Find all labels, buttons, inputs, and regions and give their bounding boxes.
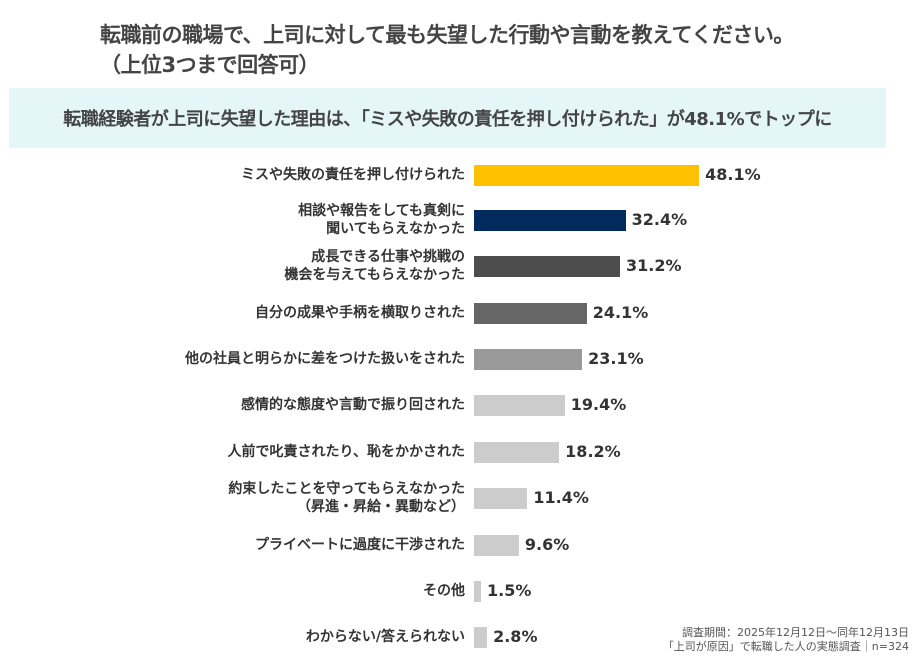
- bar: [474, 488, 528, 509]
- value-label: 19.4%: [570, 395, 627, 414]
- category-label: 相談や報告をしても真剣に 聞いてもらえなかった: [298, 203, 465, 237]
- headline-banner: 転職経験者が上司に失望した理由は、「ミスや失敗の責任を押し付けられた」が48.1…: [9, 88, 886, 148]
- value-label: 1.5%: [487, 581, 532, 600]
- bar: [474, 349, 583, 370]
- category-label: 他の社員と明らかに差をつけた扱いをされた: [185, 351, 465, 367]
- value-label: 31.2%: [626, 256, 682, 275]
- value-label: 32.4%: [631, 210, 688, 229]
- category-label: ミスや失敗の責任を押し付けられた: [241, 167, 465, 183]
- value-label: 18.2%: [565, 442, 621, 461]
- headline-text: 転職経験者が上司に失望した理由は、「ミスや失敗の責任を押し付けられた」が48.1…: [63, 109, 832, 130]
- bar: [474, 442, 560, 463]
- bar: [474, 303, 587, 324]
- survey-note: 調査期間：2025年12月12日～同年12月13日 「上司が原因」で転職した人の…: [663, 626, 909, 654]
- value-label: 11.4%: [533, 488, 589, 507]
- category-label: 人前で叱責されたり、恥をかかされた: [227, 444, 465, 460]
- bar: [474, 165, 700, 186]
- category-label: その他: [423, 583, 465, 599]
- category-label: プライベートに過度に干渉された: [255, 537, 465, 553]
- survey-source: 「上司が原因」で転職した人の実態調査｜n=324: [662, 640, 909, 653]
- value-label: 9.6%: [524, 535, 570, 554]
- value-label: 24.1%: [592, 303, 649, 322]
- bar: [474, 256, 621, 277]
- bar: [474, 535, 519, 556]
- bar: [474, 210, 626, 231]
- bar: [474, 581, 482, 602]
- category-label: 約束したことを守ってもらえなかった （昇進・昇給・異動など）: [228, 481, 465, 515]
- bar: [474, 627, 488, 648]
- chart-title: 転職前の職場で、上司に対して最も失望した行動や言動を教えてください。 （上位3つ…: [100, 23, 794, 77]
- value-label: 48.1%: [705, 165, 761, 184]
- category-label: 自分の成果や手柄を横取りされた: [255, 305, 465, 321]
- bar: [474, 395, 565, 416]
- category-label: わからない/答えられない: [305, 629, 465, 645]
- category-label: 成長できる仕事や挑戦の 機会を与えてもらえなかった: [284, 249, 465, 283]
- survey-period: 調査期間：2025年12月12日～同年12月13日: [682, 626, 909, 639]
- value-label: 2.8%: [493, 627, 538, 646]
- category-label: 感情的な態度や言動で振り回された: [241, 397, 465, 413]
- value-label: 23.1%: [588, 349, 644, 368]
